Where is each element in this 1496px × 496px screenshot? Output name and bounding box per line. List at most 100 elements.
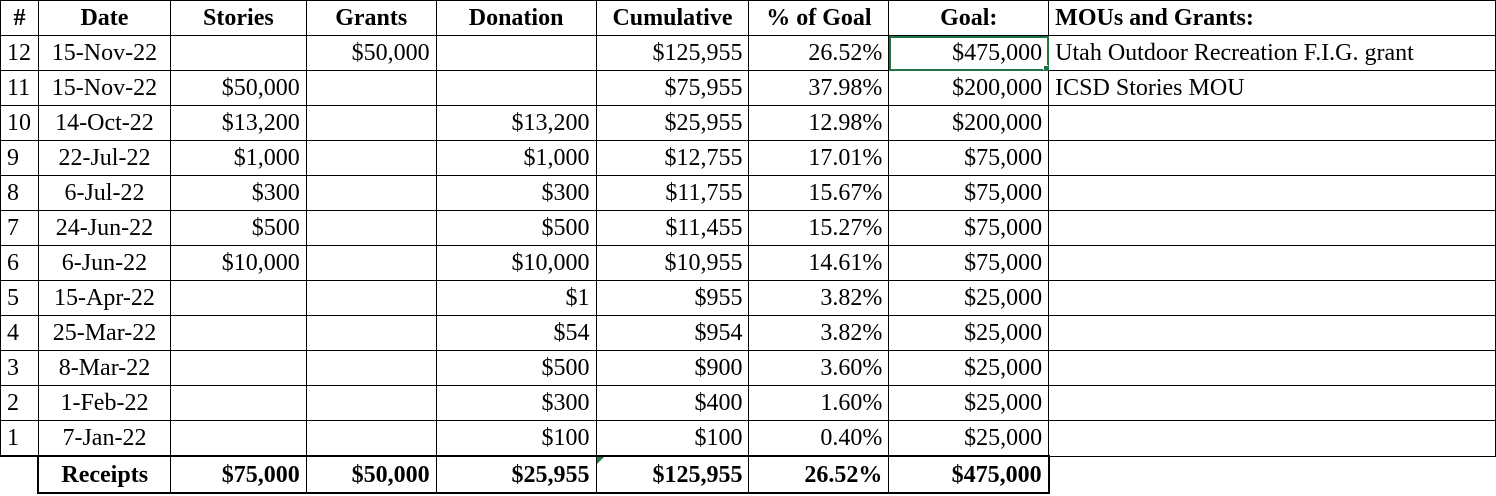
row-index-cell[interactable]: 8 xyxy=(0,175,39,211)
totals-cumulative[interactable]: $125,955 xyxy=(595,455,750,494)
row-index-cell[interactable]: 3 xyxy=(0,350,39,386)
cumulative-cell[interactable]: $75,955 xyxy=(595,70,750,106)
percent-of-goal-cell[interactable]: 15.67% xyxy=(748,175,890,211)
grants-cell[interactable] xyxy=(305,350,437,386)
cumulative-cell[interactable]: $954 xyxy=(595,315,750,351)
cumulative-cell[interactable]: $11,755 xyxy=(595,175,750,211)
totals-index-cell[interactable] xyxy=(0,455,39,493)
totals-goal[interactable]: $475,000 xyxy=(888,455,1050,494)
cumulative-cell[interactable]: $955 xyxy=(595,280,750,316)
stories-cell[interactable]: $13,200 xyxy=(169,105,307,141)
date-cell[interactable]: 7-Jan-22 xyxy=(37,420,171,457)
header-cumulative[interactable]: Cumulative xyxy=(595,0,750,36)
row-index-cell[interactable]: 7 xyxy=(0,210,39,246)
fill-handle[interactable] xyxy=(1043,65,1048,70)
stories-cell[interactable]: $500 xyxy=(169,210,307,246)
grants-cell[interactable] xyxy=(305,315,437,351)
percent-of-goal-cell[interactable]: 15.27% xyxy=(748,210,890,246)
stories-cell[interactable] xyxy=(169,280,307,316)
memo-cell[interactable] xyxy=(1048,210,1496,246)
date-cell[interactable]: 22-Jul-22 xyxy=(37,140,171,176)
goal-cell[interactable]: $25,000 xyxy=(888,420,1050,457)
grants-cell[interactable] xyxy=(305,420,437,457)
row-index-cell[interactable]: 4 xyxy=(0,315,39,351)
memo-cell[interactable] xyxy=(1048,280,1496,316)
memo-cell[interactable] xyxy=(1048,315,1496,351)
percent-of-goal-cell[interactable]: 3.60% xyxy=(748,350,890,386)
cumulative-cell[interactable]: $900 xyxy=(595,350,750,386)
date-cell[interactable]: 6-Jul-22 xyxy=(37,175,171,211)
cumulative-cell[interactable]: $100 xyxy=(595,420,750,457)
date-cell[interactable]: 24-Jun-22 xyxy=(37,210,171,246)
cumulative-cell[interactable]: $400 xyxy=(595,385,750,421)
row-index-cell[interactable]: 9 xyxy=(0,140,39,176)
header-donation[interactable]: Donation xyxy=(435,0,597,36)
percent-of-goal-cell[interactable]: 3.82% xyxy=(748,315,890,351)
memo-cell[interactable] xyxy=(1048,245,1496,281)
donation-cell[interactable]: $54 xyxy=(435,315,597,351)
row-index-cell[interactable]: 10 xyxy=(0,105,39,141)
totals-donation[interactable]: $25,955 xyxy=(435,455,597,494)
donation-cell[interactable]: $500 xyxy=(435,210,597,246)
percent-of-goal-cell[interactable]: 17.01% xyxy=(748,140,890,176)
percent-of-goal-cell[interactable]: 12.98% xyxy=(748,105,890,141)
totals-label[interactable]: Receipts xyxy=(37,455,171,494)
stories-cell[interactable]: $10,000 xyxy=(169,245,307,281)
row-index-cell[interactable]: 12 xyxy=(0,35,39,71)
grants-cell[interactable] xyxy=(305,70,437,106)
date-cell[interactable]: 25-Mar-22 xyxy=(37,315,171,351)
donation-cell[interactable] xyxy=(435,70,597,106)
goal-cell[interactable]: $75,000 xyxy=(888,210,1050,246)
header-date[interactable]: Date xyxy=(37,0,171,36)
percent-of-goal-cell[interactable]: 14.61% xyxy=(748,245,890,281)
row-index-cell[interactable]: 1 xyxy=(0,420,39,457)
memo-cell[interactable] xyxy=(1048,385,1496,421)
cumulative-cell[interactable]: $11,455 xyxy=(595,210,750,246)
goal-cell[interactable]: $25,000 xyxy=(888,280,1050,316)
memo-cell[interactable] xyxy=(1048,175,1496,211)
grants-cell[interactable] xyxy=(305,245,437,281)
header-mous-and-grants[interactable]: MOUs and Grants: xyxy=(1048,0,1496,36)
header-index[interactable]: # xyxy=(0,0,39,36)
percent-of-goal-cell[interactable]: 1.60% xyxy=(748,385,890,421)
memo-cell[interactable] xyxy=(1048,105,1496,141)
memo-cell[interactable] xyxy=(1048,420,1496,457)
row-index-cell[interactable]: 5 xyxy=(0,280,39,316)
goal-cell[interactable]: $200,000 xyxy=(888,70,1050,106)
goal-cell[interactable]: $75,000 xyxy=(888,175,1050,211)
date-cell[interactable]: 15-Nov-22 xyxy=(37,70,171,106)
goal-cell[interactable]: $475,000 xyxy=(888,35,1050,71)
stories-cell[interactable] xyxy=(169,315,307,351)
grants-cell[interactable] xyxy=(305,385,437,421)
donation-cell[interactable]: $300 xyxy=(435,175,597,211)
stories-cell[interactable]: $300 xyxy=(169,175,307,211)
goal-cell[interactable]: $200,000 xyxy=(888,105,1050,141)
donation-cell[interactable]: $300 xyxy=(435,385,597,421)
date-cell[interactable]: 6-Jun-22 xyxy=(37,245,171,281)
stories-cell[interactable] xyxy=(169,385,307,421)
row-index-cell[interactable]: 2 xyxy=(0,385,39,421)
stories-cell[interactable] xyxy=(169,420,307,457)
header-percent-of-goal[interactable]: % of Goal xyxy=(748,0,890,36)
stories-cell[interactable] xyxy=(169,350,307,386)
date-cell[interactable]: 8-Mar-22 xyxy=(37,350,171,386)
grants-cell[interactable] xyxy=(305,210,437,246)
row-index-cell[interactable]: 11 xyxy=(0,70,39,106)
percent-of-goal-cell[interactable]: 0.40% xyxy=(748,420,890,457)
date-cell[interactable]: 15-Apr-22 xyxy=(37,280,171,316)
date-cell[interactable]: 14-Oct-22 xyxy=(37,105,171,141)
percent-of-goal-cell[interactable]: 3.82% xyxy=(748,280,890,316)
stories-cell[interactable]: $50,000 xyxy=(169,70,307,106)
row-index-cell[interactable]: 6 xyxy=(0,245,39,281)
donation-cell[interactable]: $1 xyxy=(435,280,597,316)
totals-stories[interactable]: $75,000 xyxy=(169,455,307,494)
memo-cell[interactable]: Utah Outdoor Recreation F.I.G. grant xyxy=(1048,35,1496,71)
goal-cell[interactable]: $75,000 xyxy=(888,245,1050,281)
memo-cell[interactable] xyxy=(1048,140,1496,176)
donation-cell[interactable]: $500 xyxy=(435,350,597,386)
grants-cell[interactable] xyxy=(305,105,437,141)
date-cell[interactable]: 15-Nov-22 xyxy=(37,35,171,71)
stories-cell[interactable] xyxy=(169,35,307,71)
donation-cell[interactable]: $13,200 xyxy=(435,105,597,141)
grants-cell[interactable] xyxy=(305,175,437,211)
